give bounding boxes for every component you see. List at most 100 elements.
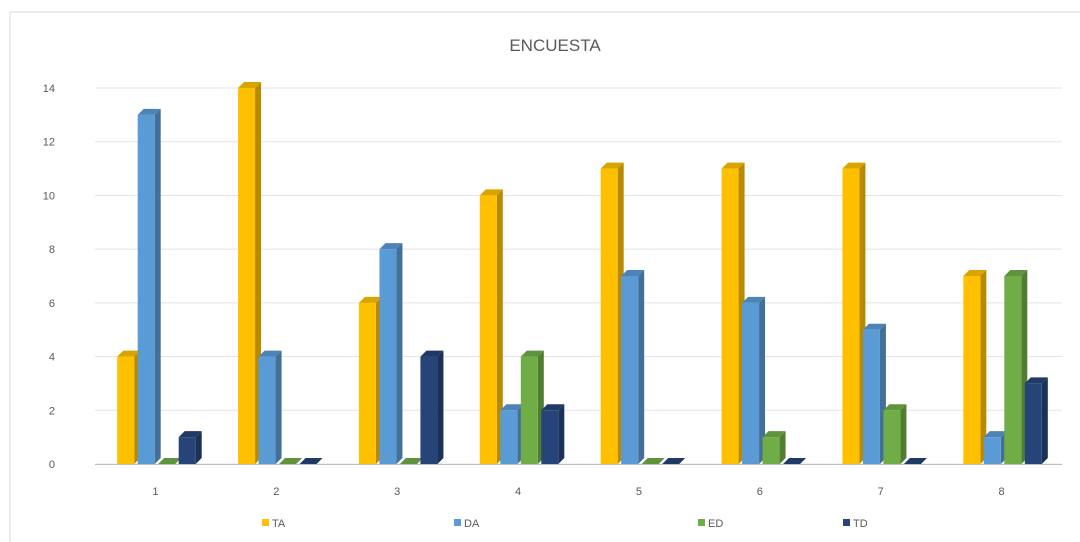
legend-swatch [454, 519, 461, 526]
bar-front-face [500, 410, 518, 464]
y-tick-label: 8 [49, 244, 55, 256]
bar-side-face [980, 270, 987, 464]
y-axis-tick-labels: 0 2 4 6 8 10 12 14 [43, 83, 55, 471]
bar [963, 270, 987, 464]
bar-front-face [621, 276, 639, 464]
bar-top-face [1024, 377, 1048, 384]
bar-top-face [258, 350, 282, 357]
bar [178, 431, 202, 464]
bar [862, 323, 886, 464]
bar-front-face [258, 356, 276, 464]
x-tick-label: 8 [999, 486, 1005, 498]
bar-front-face [600, 168, 618, 465]
bar-top-face [178, 431, 202, 438]
bar-top-face [358, 296, 382, 303]
bar-top-face [420, 350, 444, 357]
bar-front-face [842, 168, 860, 465]
bar [420, 350, 444, 464]
y-tick-label: 2 [49, 405, 55, 417]
bar [641, 458, 665, 464]
y-tick-label: 10 [43, 190, 55, 202]
bar [541, 404, 565, 464]
bar-top-face [662, 458, 686, 464]
bar-top-face [299, 458, 323, 464]
y-tick-label: 14 [43, 83, 55, 95]
bar-top-face [783, 458, 807, 464]
bar [721, 162, 745, 465]
bars [117, 82, 1048, 465]
bar [117, 350, 141, 464]
bar-top-face [399, 458, 423, 464]
bar [983, 431, 1007, 464]
bar [137, 108, 161, 464]
bar [621, 270, 645, 464]
bar-top-face [238, 82, 262, 88]
bar-side-face [275, 350, 282, 464]
bar-top-face [883, 404, 907, 411]
chart-title: ENCUESTA [509, 36, 601, 55]
bar-side-face [779, 431, 786, 464]
bar-side-face [759, 296, 766, 464]
x-tick-label: 7 [878, 486, 884, 498]
bar [258, 350, 282, 464]
bar-side-face [1041, 377, 1048, 464]
bar-top-face [500, 404, 524, 411]
bar-top-face [721, 162, 745, 169]
bar [783, 458, 807, 464]
bar-front-face [1024, 383, 1042, 464]
bar-front-face [379, 249, 397, 464]
x-tick-label: 5 [636, 486, 642, 498]
legend-item: DA [454, 518, 480, 530]
legend-item: ED [698, 518, 723, 530]
bar [1004, 270, 1028, 464]
bar [379, 243, 403, 464]
bar [399, 458, 423, 464]
bar-front-face [883, 410, 901, 464]
bar-front-face [1004, 276, 1022, 464]
bar-top-face [862, 323, 886, 330]
y-tick-label: 0 [49, 459, 55, 471]
bar [479, 189, 503, 464]
legend-item: TD [843, 518, 868, 530]
bar-top-face [903, 458, 927, 464]
bar-side-face [195, 431, 202, 464]
bar [662, 458, 686, 464]
bar-front-face [479, 195, 497, 464]
bar-top-face [479, 189, 503, 196]
bar [299, 458, 323, 464]
bar-side-face [396, 243, 403, 464]
bar-top-face [520, 350, 544, 357]
bar-front-face [178, 437, 196, 464]
bar [500, 404, 524, 464]
bar-front-face [742, 302, 760, 464]
bar [742, 296, 766, 464]
legend-swatch [698, 519, 705, 526]
bar-top-face [137, 108, 161, 115]
y-tick-label: 4 [49, 352, 55, 364]
bar-top-face [379, 243, 403, 250]
bar-front-face [117, 356, 135, 464]
bar [279, 458, 303, 464]
bar-front-face [520, 356, 538, 464]
legend-label: TA [272, 518, 286, 530]
bar [842, 162, 866, 465]
legend-label: TD [853, 518, 868, 530]
bar-top-face [842, 162, 866, 169]
bar-top-face [963, 270, 987, 276]
x-axis-tick-labels: 1 2 3 4 5 6 7 8 [152, 486, 1004, 498]
bar [762, 431, 786, 464]
x-tick-label: 3 [394, 486, 400, 498]
bar-top-face [541, 404, 565, 411]
legend-swatch [843, 519, 850, 526]
x-tick-label: 6 [757, 486, 763, 498]
y-tick-label: 6 [49, 298, 55, 310]
x-tick-label: 2 [273, 486, 279, 498]
bar-top-face [742, 296, 766, 303]
bar [883, 404, 907, 464]
bar-front-face [762, 437, 780, 464]
legend: TA DA ED TD [262, 518, 868, 530]
bar-side-face [496, 189, 503, 464]
legend-label: DA [464, 518, 480, 530]
legend-item: TA [262, 518, 286, 530]
